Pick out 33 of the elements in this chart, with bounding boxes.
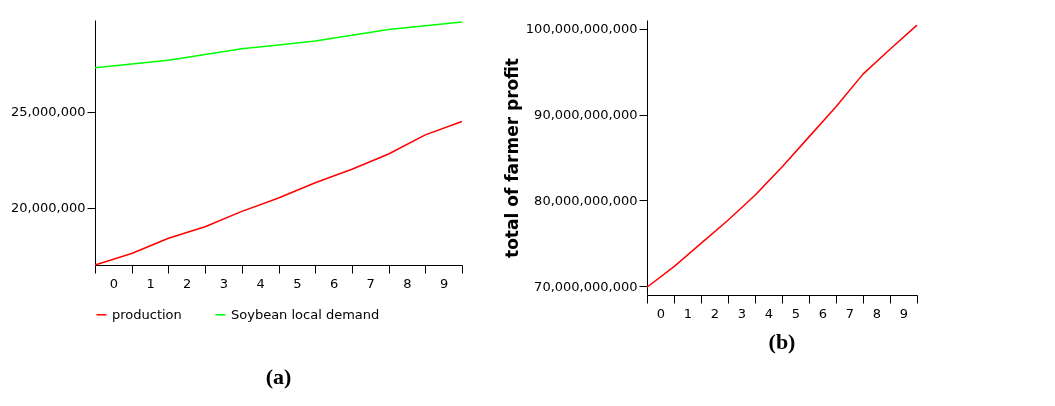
x-tick-label: 3 xyxy=(219,275,229,291)
x-tick-label: 9 xyxy=(440,275,449,291)
y-tick-label: 80,000,000,000 xyxy=(534,192,638,208)
x-tick-label: 4 xyxy=(256,275,265,291)
y-tick-label: 20,000,000 xyxy=(11,200,86,216)
x-tick-label: 2 xyxy=(183,275,192,291)
y-tick-label: 70,000,000,000 xyxy=(534,278,638,294)
text: (a) xyxy=(265,364,292,389)
x-tick-label: 0 xyxy=(656,305,666,321)
line-series xyxy=(646,24,918,289)
x-tick-label: 6 xyxy=(818,305,828,321)
x-tick-label: 7 xyxy=(845,305,855,321)
x-tick-label: 4 xyxy=(764,305,774,321)
x-tick-label: 1 xyxy=(683,305,693,321)
x-tick-label: 8 xyxy=(872,305,882,321)
text: (b) xyxy=(768,329,796,354)
legend-label: Soybean local demand xyxy=(231,306,380,322)
line-series xyxy=(94,21,463,69)
y-tick-label: 90,000,000,000 xyxy=(534,107,638,123)
x-tick-label: 3 xyxy=(737,305,747,321)
x-tick-label: 5 xyxy=(293,275,302,291)
x-tick-label: 1 xyxy=(146,275,155,291)
x-tick-label: 5 xyxy=(791,305,801,321)
x-tick-label: 6 xyxy=(329,275,339,291)
legend-label: production xyxy=(112,306,182,322)
y-axis-title: total of farmer profit xyxy=(501,58,522,258)
y-tick-label: 25,000,000 xyxy=(11,104,86,120)
x-tick-label: 9 xyxy=(899,305,909,321)
x-tick-label: 2 xyxy=(710,305,720,321)
y-tick-label: 100,000,000,000 xyxy=(525,21,638,37)
x-tick-label: 8 xyxy=(403,275,412,291)
x-tick-label: 0 xyxy=(109,275,118,291)
x-tick-label: 7 xyxy=(366,275,375,291)
